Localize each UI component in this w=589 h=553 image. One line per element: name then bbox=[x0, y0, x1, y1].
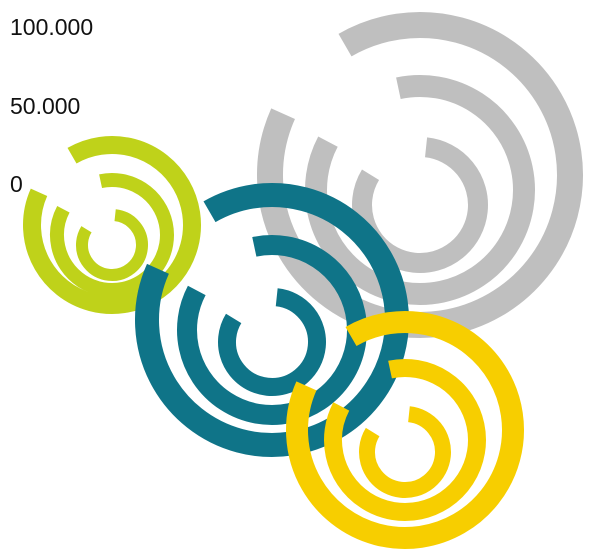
yellow-spiral-ring-3 bbox=[359, 406, 451, 498]
yellow-spiral bbox=[286, 311, 524, 549]
yellow-spiral-ring-2 bbox=[324, 359, 486, 521]
green-spiral bbox=[23, 136, 201, 314]
axis-label-0: 0 bbox=[10, 171, 23, 197]
green-spiral-ring-3 bbox=[76, 209, 148, 281]
gray-spiral-ring-3 bbox=[352, 137, 488, 273]
green-spiral-ring-2 bbox=[50, 173, 174, 297]
yellow-spiral-ring-1 bbox=[286, 311, 524, 549]
axis-label-100000: 100.000 bbox=[10, 14, 94, 40]
teal-spiral-ring-3 bbox=[218, 288, 326, 396]
axis-label-50000: 50.000 bbox=[10, 93, 81, 119]
